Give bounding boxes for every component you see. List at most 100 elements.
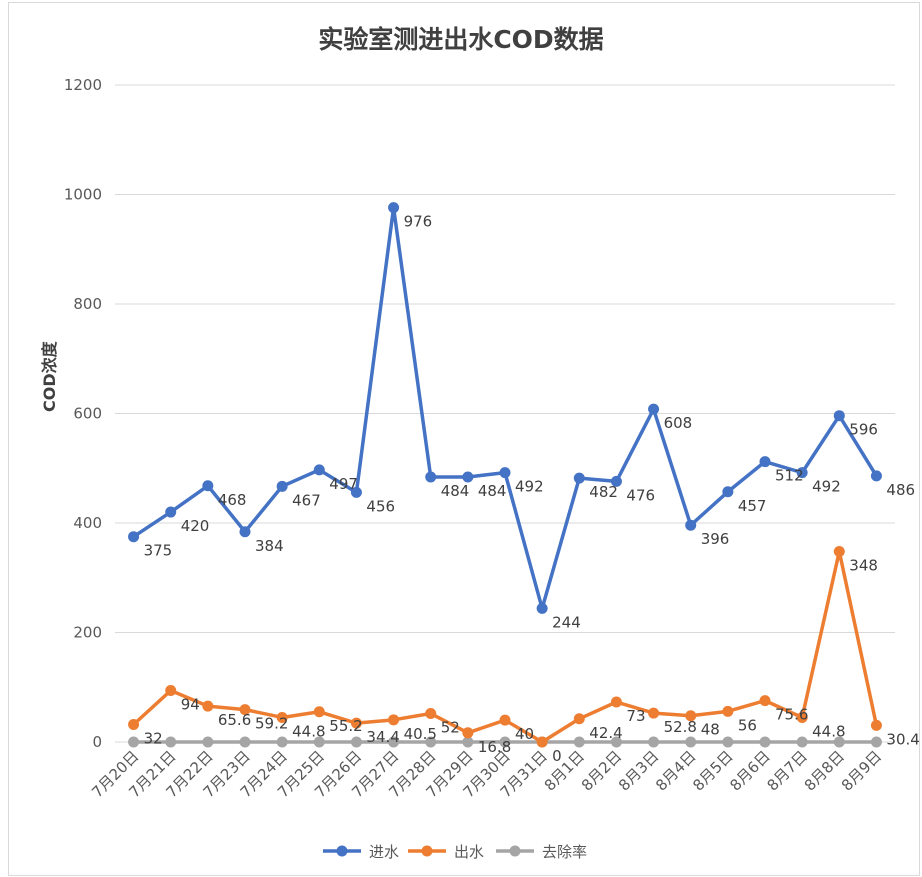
data-point (165, 506, 177, 518)
data-label: 482 (589, 483, 618, 501)
data-point (276, 711, 288, 723)
x-tick-label: 8月1日 (541, 747, 588, 794)
y-tick-label: 200 (73, 624, 102, 642)
data-label: 486 (886, 481, 915, 499)
data-label: 52.8 (664, 718, 697, 736)
data-label: 244 (552, 613, 581, 631)
data-label: 492 (812, 478, 841, 496)
data-label: 484 (478, 482, 507, 500)
data-label: 456 (366, 497, 395, 515)
data-point (239, 736, 251, 748)
data-label: 55.2 (329, 717, 362, 735)
data-point (759, 695, 771, 707)
data-point (462, 727, 474, 739)
data-label: 59.2 (255, 715, 288, 733)
data-point (350, 486, 362, 498)
data-point (573, 472, 585, 484)
data-point (350, 717, 362, 729)
data-point (722, 705, 734, 717)
data-point (202, 736, 214, 748)
x-tick-label: 8月6日 (726, 747, 773, 794)
y-tick-label: 1200 (64, 76, 102, 94)
data-label: 44.8 (292, 722, 325, 740)
data-point (870, 736, 882, 748)
data-label: 42.4 (589, 724, 622, 742)
data-point (425, 736, 437, 748)
data-label: 497 (329, 475, 358, 493)
data-label: 94 (181, 696, 200, 714)
data-point (128, 736, 140, 748)
data-label: 384 (255, 537, 284, 555)
data-label: 375 (144, 542, 173, 560)
data-point (239, 704, 251, 716)
data-point (536, 602, 548, 614)
data-label: 476 (626, 486, 655, 504)
data-label: 492 (515, 478, 544, 496)
data-point (870, 719, 882, 731)
data-label: 420 (181, 517, 210, 535)
x-tick-label: 8月2日 (578, 747, 625, 794)
y-tick-label: 0 (92, 733, 102, 751)
data-label: 512 (775, 467, 804, 485)
data-label: 44.8 (812, 722, 845, 740)
data-point (128, 531, 140, 543)
data-point (722, 736, 734, 748)
chart-title: 实验室测进出水COD数据 (318, 25, 604, 54)
data-label: 40 (515, 725, 534, 743)
data-label: 348 (849, 556, 878, 574)
data-point (388, 202, 400, 214)
data-point (573, 736, 585, 748)
data-point (796, 467, 808, 479)
data-point (499, 467, 511, 479)
data-label: 65.6 (218, 711, 251, 729)
y-tick-label: 1000 (64, 186, 102, 204)
data-point (462, 736, 474, 748)
x-tick-label: 8月9日 (838, 747, 885, 794)
data-point (759, 456, 771, 468)
x-tick-label: 8月8日 (801, 747, 848, 794)
data-point (276, 736, 288, 748)
x-tick-label: 8月4日 (652, 747, 699, 794)
data-label: 484 (441, 482, 470, 500)
legend-marker (509, 845, 521, 857)
legend-label: 去除率 (542, 843, 587, 861)
data-point (759, 736, 771, 748)
data-point (313, 706, 325, 718)
data-point (165, 685, 177, 697)
data-point (536, 736, 548, 748)
data-point (276, 480, 288, 492)
data-point (499, 714, 511, 726)
data-point (573, 713, 585, 725)
data-point (165, 736, 177, 748)
data-label: 52 (441, 719, 460, 737)
data-point (833, 545, 845, 557)
data-point (128, 718, 140, 730)
y-tick-label: 800 (73, 295, 102, 313)
data-label: 976 (404, 213, 433, 231)
x-tick-label: 8月5日 (689, 747, 736, 794)
x-tick-label: 8月3日 (615, 747, 662, 794)
data-label: 467 (292, 491, 321, 509)
data-point (202, 700, 214, 712)
data-point (313, 464, 325, 476)
data-label: 468 (218, 491, 247, 509)
data-point (685, 519, 697, 531)
data-label: 596 (849, 421, 878, 439)
data-point (648, 736, 660, 748)
data-point (833, 410, 845, 422)
data-label: 0 (552, 747, 562, 765)
data-point (833, 736, 845, 748)
data-point (499, 736, 511, 748)
data-label: 16.8 (478, 738, 511, 756)
data-point (648, 707, 660, 719)
data-point (796, 711, 808, 723)
data-label: 40.5 (404, 725, 437, 743)
y-tick-label: 600 (73, 405, 102, 423)
data-point (870, 470, 882, 482)
series-line (132, 205, 878, 611)
legend-marker (421, 845, 433, 857)
data-point (313, 736, 325, 748)
data-label: 48 (701, 721, 720, 739)
data-point (610, 475, 622, 487)
